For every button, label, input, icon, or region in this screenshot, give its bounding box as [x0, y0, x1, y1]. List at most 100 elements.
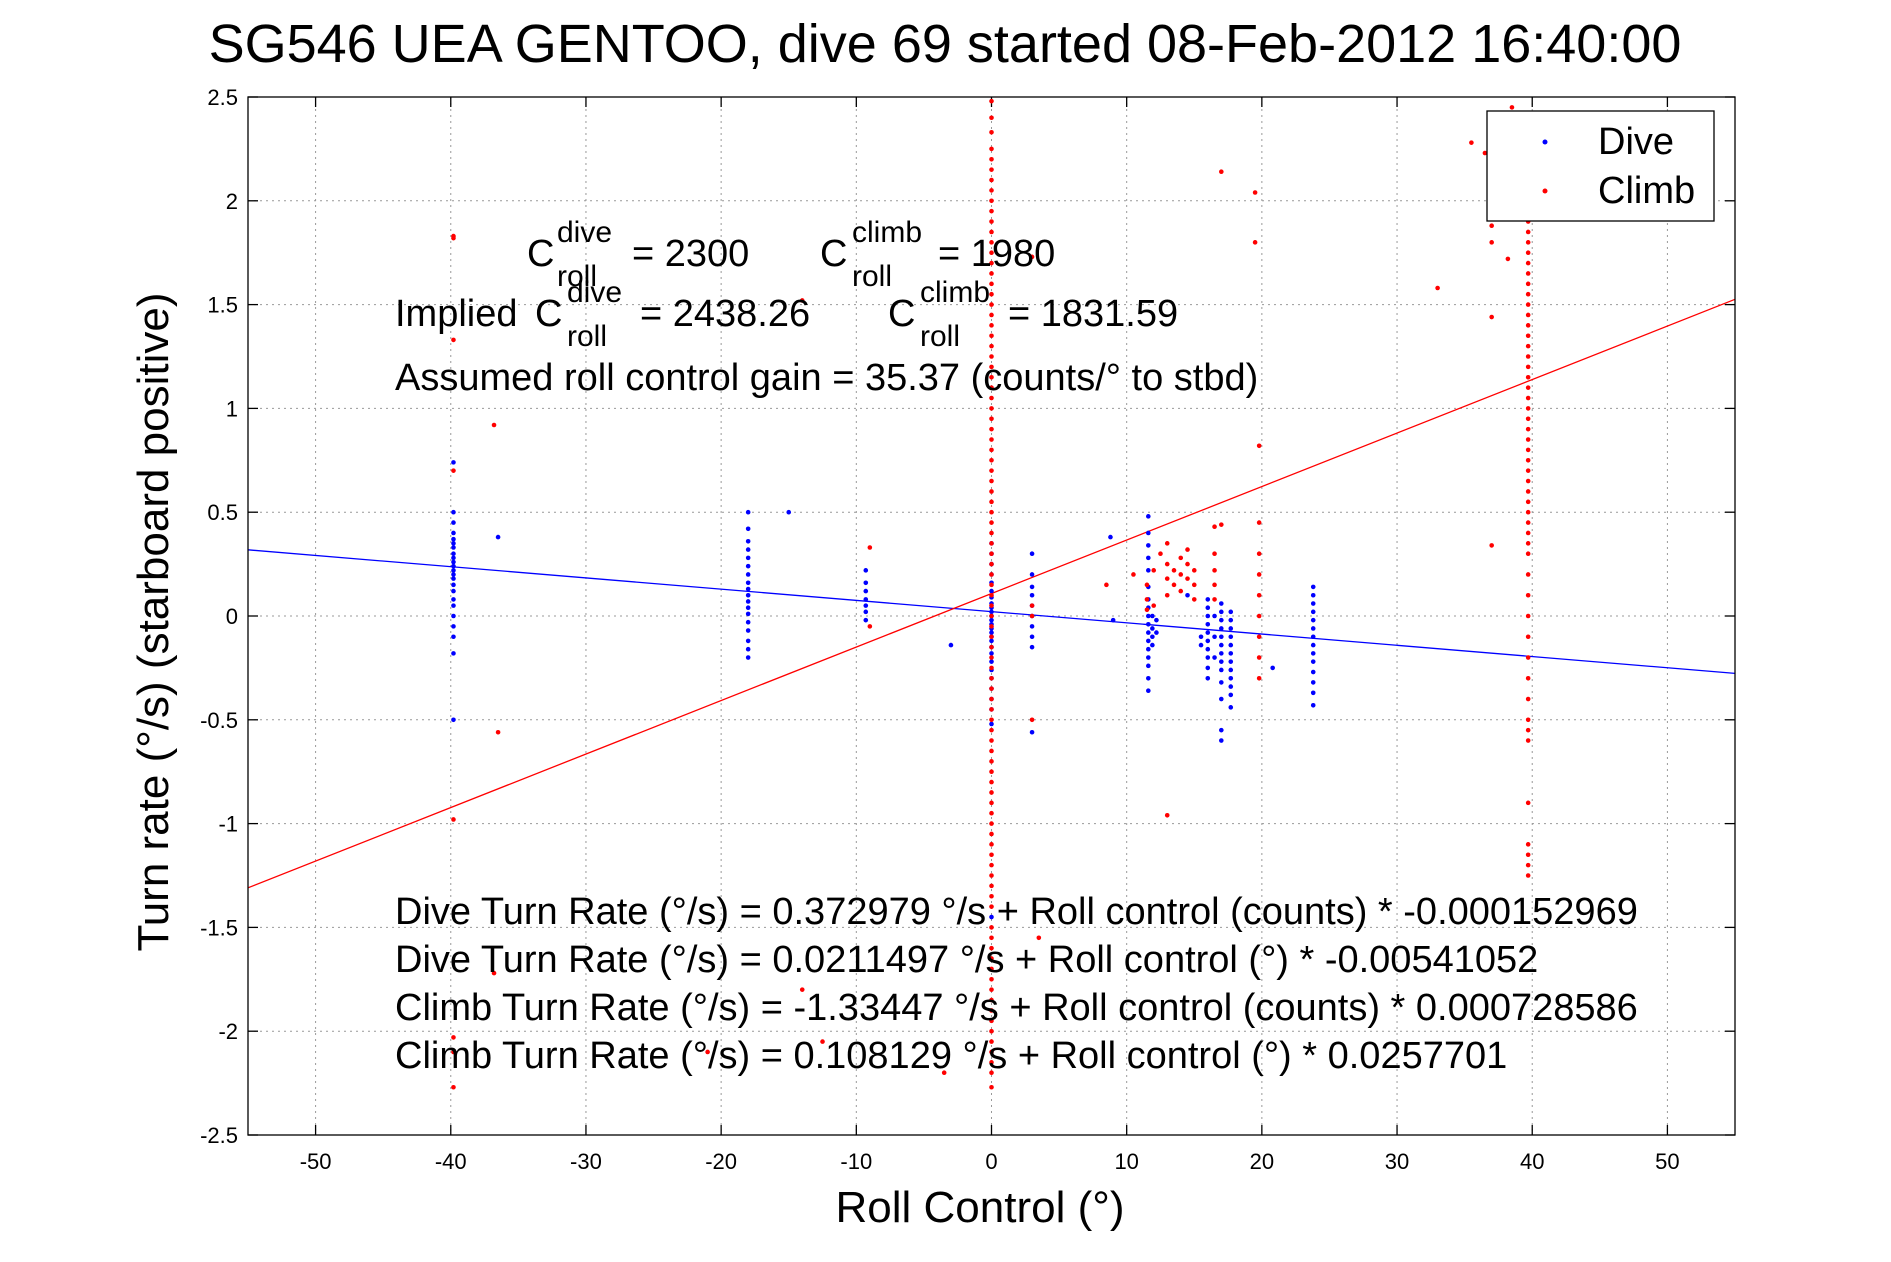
- dive-point: [451, 582, 456, 588]
- dive-point: [989, 721, 994, 727]
- climb-point: [1525, 271, 1531, 276]
- chart-title: SG546 UEA GENTOO, dive 69 started 08-Feb…: [209, 14, 1682, 74]
- climb-point: [1505, 256, 1511, 262]
- climb-point: [989, 790, 994, 795]
- implied-climb-symbol: C: [888, 293, 915, 335]
- climb-point: [989, 1039, 994, 1044]
- dive-point: [745, 646, 751, 652]
- climb-point: [989, 800, 994, 806]
- climb-point: [1256, 572, 1262, 577]
- climb-point: [1525, 873, 1531, 878]
- dive-point: [1228, 651, 1234, 656]
- climb-point: [989, 686, 994, 691]
- climb-point: [1185, 576, 1190, 581]
- dive-point: [1146, 646, 1151, 652]
- climb-point: [1164, 561, 1170, 567]
- dive-point: [1212, 634, 1217, 640]
- climb-point: [989, 156, 994, 162]
- climb-point: [451, 337, 456, 343]
- dive-point: [745, 538, 751, 544]
- dive-point: [1310, 609, 1316, 615]
- climb-point: [1525, 302, 1531, 307]
- dive-point: [1029, 551, 1035, 557]
- dive-point: [745, 628, 751, 633]
- dive-point: [1310, 642, 1316, 648]
- dive-point: [745, 655, 751, 660]
- dive-point: [745, 586, 751, 592]
- coefficient-annotations: C dive roll = 2300 C climb roll = 1980 I…: [395, 216, 1638, 1077]
- dive-point: [451, 545, 456, 550]
- climb-point: [1525, 530, 1531, 536]
- dive-point: [1205, 675, 1211, 681]
- climb-point: [1509, 105, 1515, 110]
- dive-point: [1228, 675, 1234, 681]
- climb-point: [1191, 568, 1197, 573]
- climb-point: [989, 551, 994, 557]
- dive-point: [1150, 642, 1155, 648]
- dive-point: [1110, 617, 1116, 623]
- dive-point: [1029, 584, 1035, 590]
- dive-point: [1154, 630, 1159, 635]
- climb-point: [1525, 250, 1531, 255]
- dive-point: [1310, 617, 1316, 623]
- climb-point: [989, 323, 994, 328]
- climb-point: [1164, 541, 1170, 546]
- climb-point: [1525, 675, 1531, 681]
- climb-point: [989, 468, 994, 473]
- climb-point: [1525, 323, 1531, 328]
- implied-dive-prefix: Implied: [395, 293, 518, 335]
- climb-point: [989, 1084, 994, 1090]
- climb-point: [989, 541, 994, 546]
- dive-point: [1219, 727, 1224, 733]
- climb-point: [989, 810, 994, 816]
- climb-point: [1525, 613, 1531, 619]
- dive-point: [989, 638, 994, 644]
- dive-point: [1270, 665, 1275, 671]
- climb-point: [989, 530, 994, 536]
- climb-point: [1151, 568, 1157, 573]
- climb-point: [1256, 613, 1262, 619]
- y-tick-label: -0.5: [200, 708, 238, 733]
- climb-point: [989, 354, 994, 359]
- climb-point: [1212, 597, 1217, 602]
- climb-point: [1131, 572, 1136, 577]
- dive-point: [745, 580, 751, 586]
- dive-point: [1228, 609, 1234, 615]
- climb-point: [1171, 582, 1177, 588]
- dive-point: [1219, 680, 1224, 685]
- dive-point: [1219, 626, 1224, 631]
- climb-point: [989, 655, 994, 660]
- climb-point: [1525, 634, 1531, 640]
- dive-point: [1146, 543, 1151, 548]
- climb-point: [1489, 314, 1494, 320]
- dive-point: [1310, 626, 1316, 631]
- climb-point: [1525, 291, 1531, 297]
- climb-point: [1525, 354, 1531, 359]
- c-roll-climb-value: = 1980: [938, 233, 1055, 275]
- climb-point: [451, 1035, 456, 1040]
- climb-point: [989, 406, 994, 411]
- dive-point: [451, 559, 456, 565]
- dive-point: [1228, 626, 1234, 631]
- climb-point: [1525, 489, 1531, 494]
- climb-point: [1185, 561, 1190, 567]
- c-roll-dive-value: = 2300: [632, 233, 749, 275]
- climb-point: [1525, 468, 1531, 473]
- dive-point: [863, 580, 869, 586]
- climb-point: [989, 229, 994, 235]
- dive-point: [745, 509, 751, 515]
- dive-point: [451, 530, 456, 536]
- y-tick-label: 2: [226, 189, 238, 214]
- climb-point: [1144, 607, 1150, 613]
- dive-point: [1198, 642, 1204, 648]
- climb-point: [989, 478, 994, 484]
- climb-point: [989, 561, 994, 567]
- dive-point: [451, 651, 456, 656]
- climb-fit-counts: Climb Turn Rate (°/s) = -1.33447 °/s + R…: [395, 987, 1638, 1029]
- x-tick-label: 50: [1655, 1149, 1679, 1174]
- climb-point: [989, 250, 994, 255]
- dive-point: [1310, 584, 1316, 590]
- climb-point: [1252, 190, 1258, 195]
- climb-point: [1525, 229, 1531, 235]
- dive-point: [451, 555, 456, 561]
